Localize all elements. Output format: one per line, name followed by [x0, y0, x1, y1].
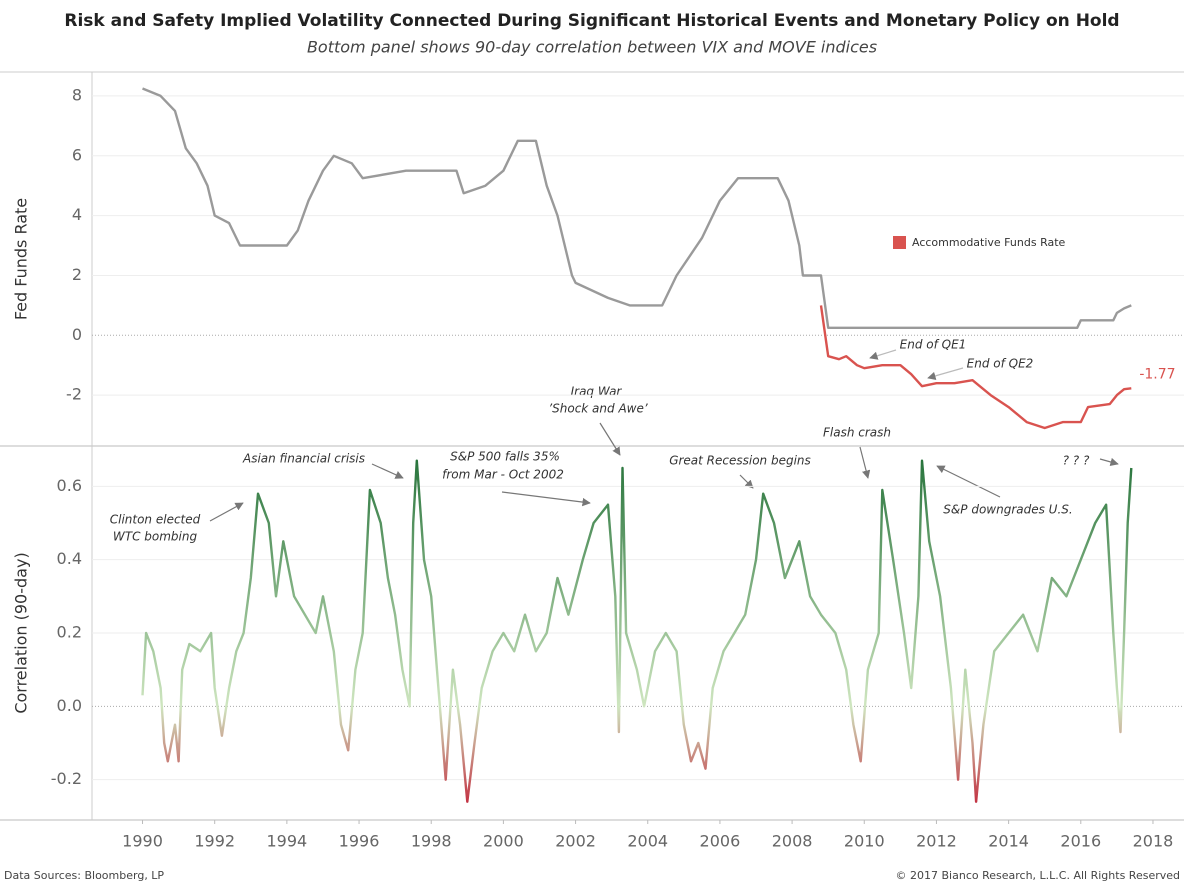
data-line: [142, 87, 1132, 329]
annotation-arrow: [501, 491, 591, 507]
y-tick-label: 8: [72, 85, 82, 104]
annotation-arrow: [209, 502, 244, 522]
y-tick-label: 0: [72, 325, 82, 344]
annotation-arrow: [869, 349, 897, 360]
x-tick-label: 2004: [627, 832, 668, 851]
x-tick-label: 1998: [411, 832, 452, 851]
x-tick-label: 2002: [555, 832, 596, 851]
x-tick-label: 1990: [122, 832, 163, 851]
x-tick-label: 2016: [1060, 832, 1101, 851]
data-line: [141, 459, 1133, 803]
annotation-arrow: [936, 465, 1001, 498]
legend-label: Accommodative Funds Rate: [912, 236, 1066, 249]
y-tick-label: -0.2: [51, 769, 82, 788]
annotation-arrow: [371, 463, 404, 479]
y-tick-label: 2: [72, 265, 82, 284]
y-tick-label: 6: [72, 145, 82, 164]
x-tick-label: 1996: [339, 832, 380, 851]
annotation: S&P downgrades U.S.: [943, 503, 1072, 517]
chart-subtitle: Bottom panel shows 90-day correlation be…: [307, 38, 877, 57]
footer-copyright: © 2017 Bianco Research, L.L.C. All Right…: [896, 869, 1180, 882]
annotation: from Mar - Oct 2002: [442, 468, 564, 482]
annotation: End of QE1: [900, 338, 967, 352]
annotation: End of QE2: [967, 357, 1034, 371]
footer-source: Data Sources: Bloomberg, LP: [4, 869, 164, 882]
annotation-arrow: [927, 367, 964, 380]
annotation: Flash crash: [823, 426, 891, 440]
x-tick-label: 2008: [772, 832, 813, 851]
x-tick-label: 2006: [700, 832, 741, 851]
annotation: Great Recession begins: [669, 454, 811, 468]
annotation: Iraq War: [571, 385, 623, 399]
y-tick-label: -2: [66, 385, 82, 404]
annotation: WTC bombing: [113, 530, 198, 544]
x-tick-label: 2014: [988, 832, 1029, 851]
annotation: S&P 500 falls 35%: [450, 450, 560, 464]
legend-swatch: [893, 236, 906, 249]
annotation: ? ? ?: [1063, 454, 1090, 468]
annotation: ’Shock and Awe’: [548, 402, 648, 416]
x-tick-label: 2018: [1133, 832, 1174, 851]
x-tick-label: 1992: [194, 832, 235, 851]
y-tick-label: 0.6: [57, 476, 82, 495]
chart-title: Risk and Safety Implied Volatility Conne…: [64, 11, 1119, 31]
x-tick-label: 2010: [844, 832, 885, 851]
annotation-arrow: [859, 446, 871, 479]
x-tick-label: 2000: [483, 832, 524, 851]
annotation-arrow: [1099, 457, 1119, 467]
y-tick-label: 0.2: [57, 623, 82, 642]
x-tick-label: 2012: [916, 832, 957, 851]
y-axis-label: Fed Funds Rate: [12, 198, 31, 320]
y-tick-label: 4: [72, 205, 82, 224]
panel-frame: [0, 71, 1184, 821]
x-tick-label: 1994: [267, 832, 308, 851]
annotation: Clinton elected: [110, 513, 201, 527]
annotation: Asian financial crisis: [242, 452, 365, 466]
annotation-arrow: [599, 422, 621, 456]
y-tick-label: 0.0: [57, 696, 82, 715]
data-line: [819, 305, 1132, 430]
y-axis-label: Correlation (90-day): [12, 552, 31, 713]
value-label: -1.77: [1139, 366, 1175, 382]
y-tick-label: 0.4: [57, 549, 82, 568]
